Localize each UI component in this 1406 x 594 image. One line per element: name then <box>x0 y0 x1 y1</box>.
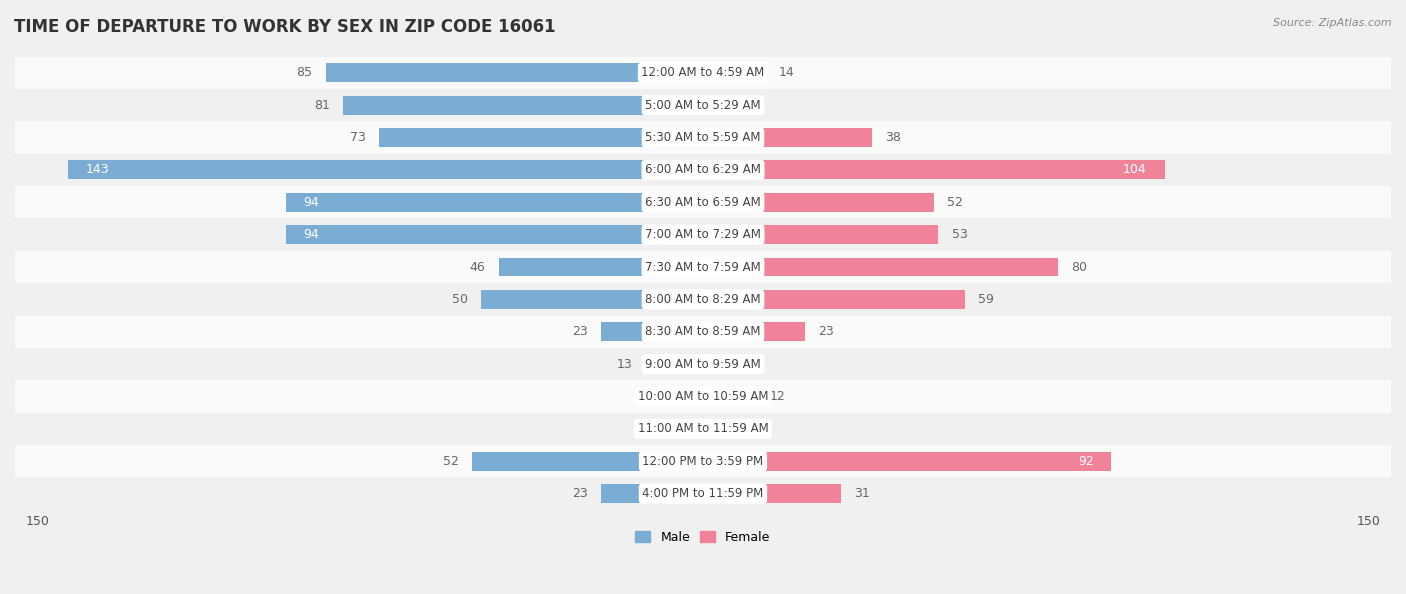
Text: 14: 14 <box>779 67 794 79</box>
Text: 11:00 AM to 11:59 AM: 11:00 AM to 11:59 AM <box>638 422 768 435</box>
Bar <box>703 419 730 438</box>
Legend: Male, Female: Male, Female <box>630 526 776 549</box>
Text: 143: 143 <box>86 163 110 176</box>
Text: 53: 53 <box>952 228 967 241</box>
Text: Source: ZipAtlas.com: Source: ZipAtlas.com <box>1274 18 1392 28</box>
Bar <box>0 154 1406 186</box>
Text: 9: 9 <box>756 358 763 371</box>
Text: 73: 73 <box>350 131 366 144</box>
Bar <box>0 380 1406 413</box>
Text: 12:00 PM to 3:59 PM: 12:00 PM to 3:59 PM <box>643 455 763 467</box>
Bar <box>0 283 1406 315</box>
Text: 9: 9 <box>643 422 650 435</box>
Bar <box>472 452 703 470</box>
Bar <box>681 387 703 406</box>
Bar <box>0 413 1406 445</box>
Bar <box>664 419 703 438</box>
Text: 6: 6 <box>742 422 751 435</box>
Text: 4:00 PM to 11:59 PM: 4:00 PM to 11:59 PM <box>643 487 763 500</box>
Text: 5:30 AM to 5:59 AM: 5:30 AM to 5:59 AM <box>645 131 761 144</box>
Bar <box>703 160 1164 179</box>
Text: 23: 23 <box>818 326 834 338</box>
Text: 23: 23 <box>572 326 588 338</box>
Bar <box>645 355 703 374</box>
Bar <box>0 186 1406 219</box>
Bar <box>285 225 703 244</box>
Bar <box>0 251 1406 283</box>
Bar <box>703 193 934 211</box>
Bar <box>703 225 938 244</box>
Text: 94: 94 <box>304 228 319 241</box>
Text: 7:00 AM to 7:29 AM: 7:00 AM to 7:29 AM <box>645 228 761 241</box>
Bar <box>0 219 1406 251</box>
Text: 7:30 AM to 7:59 AM: 7:30 AM to 7:59 AM <box>645 261 761 273</box>
Bar <box>703 355 742 374</box>
Text: 6:00 AM to 6:29 AM: 6:00 AM to 6:29 AM <box>645 163 761 176</box>
Text: 52: 52 <box>443 455 458 467</box>
Bar <box>703 64 765 82</box>
Bar <box>600 484 703 503</box>
Bar <box>0 121 1406 154</box>
Bar <box>703 290 965 309</box>
Text: 38: 38 <box>884 131 901 144</box>
Bar <box>499 258 703 276</box>
Bar <box>703 258 1059 276</box>
Text: 5:00 AM to 5:29 AM: 5:00 AM to 5:29 AM <box>645 99 761 112</box>
Text: 23: 23 <box>572 487 588 500</box>
Bar <box>0 348 1406 380</box>
Bar <box>703 128 872 147</box>
Bar <box>600 323 703 341</box>
Text: 6:30 AM to 6:59 AM: 6:30 AM to 6:59 AM <box>645 196 761 208</box>
Text: 94: 94 <box>304 196 319 208</box>
Text: TIME OF DEPARTURE TO WORK BY SEX IN ZIP CODE 16061: TIME OF DEPARTURE TO WORK BY SEX IN ZIP … <box>14 18 555 36</box>
Bar <box>343 96 703 115</box>
Text: 50: 50 <box>451 293 468 306</box>
Text: 9:00 AM to 9:59 AM: 9:00 AM to 9:59 AM <box>645 358 761 371</box>
Bar <box>0 445 1406 478</box>
Text: 10:00 AM to 10:59 AM: 10:00 AM to 10:59 AM <box>638 390 768 403</box>
Text: 9: 9 <box>756 99 763 112</box>
Bar <box>481 290 703 309</box>
Text: 13: 13 <box>616 358 631 371</box>
Bar <box>703 387 756 406</box>
Bar <box>326 64 703 82</box>
Text: 81: 81 <box>315 99 330 112</box>
Text: 80: 80 <box>1071 261 1087 273</box>
Text: 8:30 AM to 8:59 AM: 8:30 AM to 8:59 AM <box>645 326 761 338</box>
Text: 85: 85 <box>297 67 312 79</box>
Bar <box>0 315 1406 348</box>
Text: 5: 5 <box>659 390 668 403</box>
Bar <box>0 478 1406 510</box>
Bar <box>380 128 703 147</box>
Bar <box>703 452 1111 470</box>
Text: 8:00 AM to 8:29 AM: 8:00 AM to 8:29 AM <box>645 293 761 306</box>
Text: 59: 59 <box>979 293 994 306</box>
Text: 104: 104 <box>1123 163 1147 176</box>
Bar <box>69 160 703 179</box>
Bar <box>0 89 1406 121</box>
Bar <box>285 193 703 211</box>
Text: 12: 12 <box>769 390 786 403</box>
Text: 52: 52 <box>948 196 963 208</box>
Bar <box>0 56 1406 89</box>
Bar <box>703 323 806 341</box>
Text: 46: 46 <box>470 261 485 273</box>
Text: 92: 92 <box>1078 455 1094 467</box>
Bar <box>703 484 841 503</box>
Text: 31: 31 <box>853 487 870 500</box>
Text: 12:00 AM to 4:59 AM: 12:00 AM to 4:59 AM <box>641 67 765 79</box>
Bar <box>703 96 742 115</box>
